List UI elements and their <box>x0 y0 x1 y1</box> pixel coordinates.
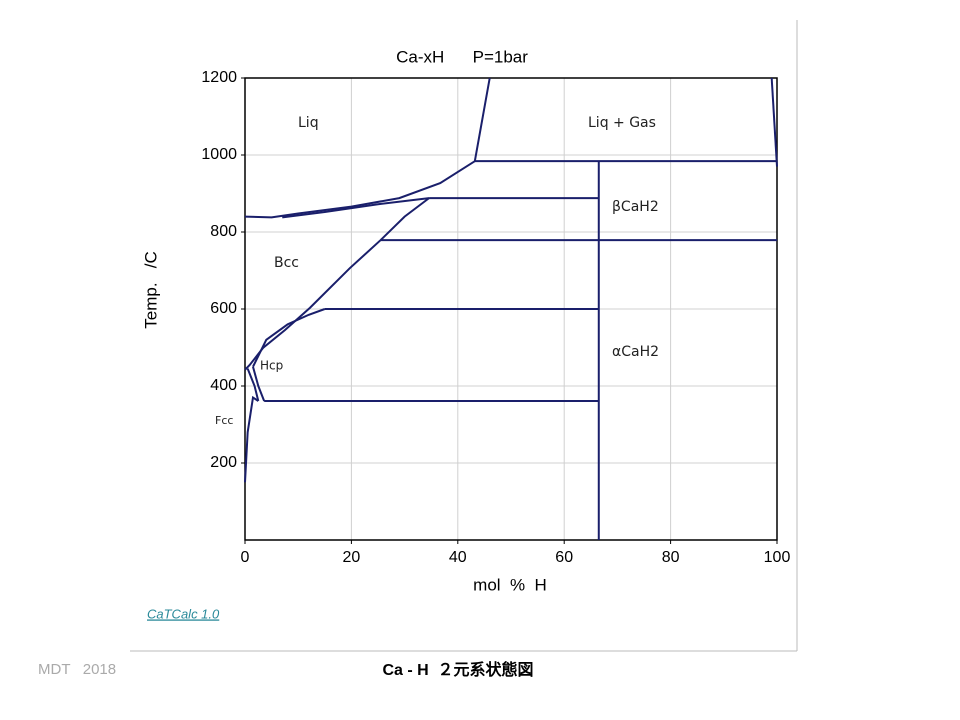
x-tick-label: 0 <box>241 549 250 566</box>
phase-boundary <box>252 308 326 368</box>
y-tick-label: 600 <box>210 300 237 317</box>
software-link[interactable]: CaTCalc 1.0 <box>147 606 220 621</box>
phase-boundary <box>770 77 778 167</box>
region-label: Bcc <box>274 255 299 271</box>
x-tick-label: 20 <box>343 549 361 566</box>
x-tick-label: 80 <box>662 549 680 566</box>
phase-boundary <box>244 395 259 483</box>
chart-title: Ca-xH P=1bar <box>396 47 528 66</box>
y-axis-label: Temp. /C <box>141 251 160 328</box>
phase-boundary <box>244 197 430 371</box>
x-tick-label: 100 <box>764 549 791 566</box>
region-label: βCaH2 <box>612 199 659 215</box>
y-tick-label: 1000 <box>201 146 237 163</box>
phase-boundary <box>252 366 266 402</box>
caption: Ca - H ２元系状態図 <box>382 660 533 679</box>
credit: MDT 2018 <box>38 661 116 678</box>
region-label: Liq <box>298 115 319 131</box>
phase-boundary <box>244 77 491 219</box>
phase-boundary <box>246 368 260 402</box>
y-tick-label: 1200 <box>201 69 237 86</box>
x-tick-label: 40 <box>449 549 467 566</box>
x-tick-label: 60 <box>555 549 573 566</box>
y-tick-label: 200 <box>210 454 237 471</box>
y-tick-label: 400 <box>210 377 237 394</box>
plot-frame <box>244 77 778 541</box>
region-label: Liq + Gas <box>588 115 656 131</box>
phase-boundary <box>282 197 430 219</box>
region-label: αCaH2 <box>612 344 659 360</box>
y-tick-label: 800 <box>210 223 237 240</box>
x-axis-label: mol % H <box>473 575 547 594</box>
region-label: Fcc <box>215 414 233 427</box>
region-label: Hcp <box>260 359 283 373</box>
